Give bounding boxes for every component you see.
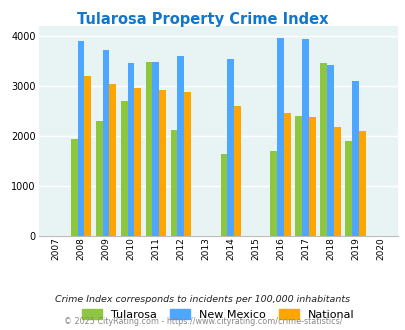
Bar bbox=[308, 117, 315, 236]
Bar bbox=[145, 62, 152, 236]
Bar bbox=[283, 113, 290, 236]
Text: Tularosa Property Crime Index: Tularosa Property Crime Index bbox=[77, 12, 328, 26]
Bar bbox=[295, 116, 301, 236]
Bar bbox=[134, 88, 141, 236]
Text: Crime Index corresponds to incidents per 100,000 inhabitants: Crime Index corresponds to incidents per… bbox=[55, 295, 350, 304]
Bar bbox=[121, 101, 127, 236]
Bar bbox=[96, 121, 102, 236]
Bar bbox=[301, 39, 308, 236]
Bar bbox=[333, 127, 340, 236]
Bar bbox=[345, 141, 351, 236]
Bar bbox=[71, 139, 77, 236]
Bar bbox=[270, 151, 277, 236]
Bar bbox=[326, 65, 333, 236]
Bar bbox=[234, 106, 240, 236]
Bar bbox=[77, 41, 84, 236]
Bar bbox=[277, 38, 283, 236]
Bar bbox=[184, 92, 190, 236]
Text: © 2025 CityRating.com - https://www.cityrating.com/crime-statistics/: © 2025 CityRating.com - https://www.city… bbox=[64, 317, 341, 326]
Bar bbox=[320, 63, 326, 236]
Bar bbox=[109, 84, 116, 236]
Bar bbox=[84, 76, 91, 236]
Bar bbox=[220, 154, 227, 236]
Legend: Tularosa, New Mexico, National: Tularosa, New Mexico, National bbox=[77, 304, 358, 324]
Bar bbox=[152, 62, 159, 236]
Bar bbox=[102, 50, 109, 236]
Bar bbox=[351, 81, 358, 236]
Bar bbox=[159, 90, 166, 236]
Bar bbox=[227, 59, 234, 236]
Bar bbox=[127, 63, 134, 236]
Bar bbox=[170, 130, 177, 236]
Bar bbox=[358, 131, 364, 236]
Bar bbox=[177, 56, 184, 236]
